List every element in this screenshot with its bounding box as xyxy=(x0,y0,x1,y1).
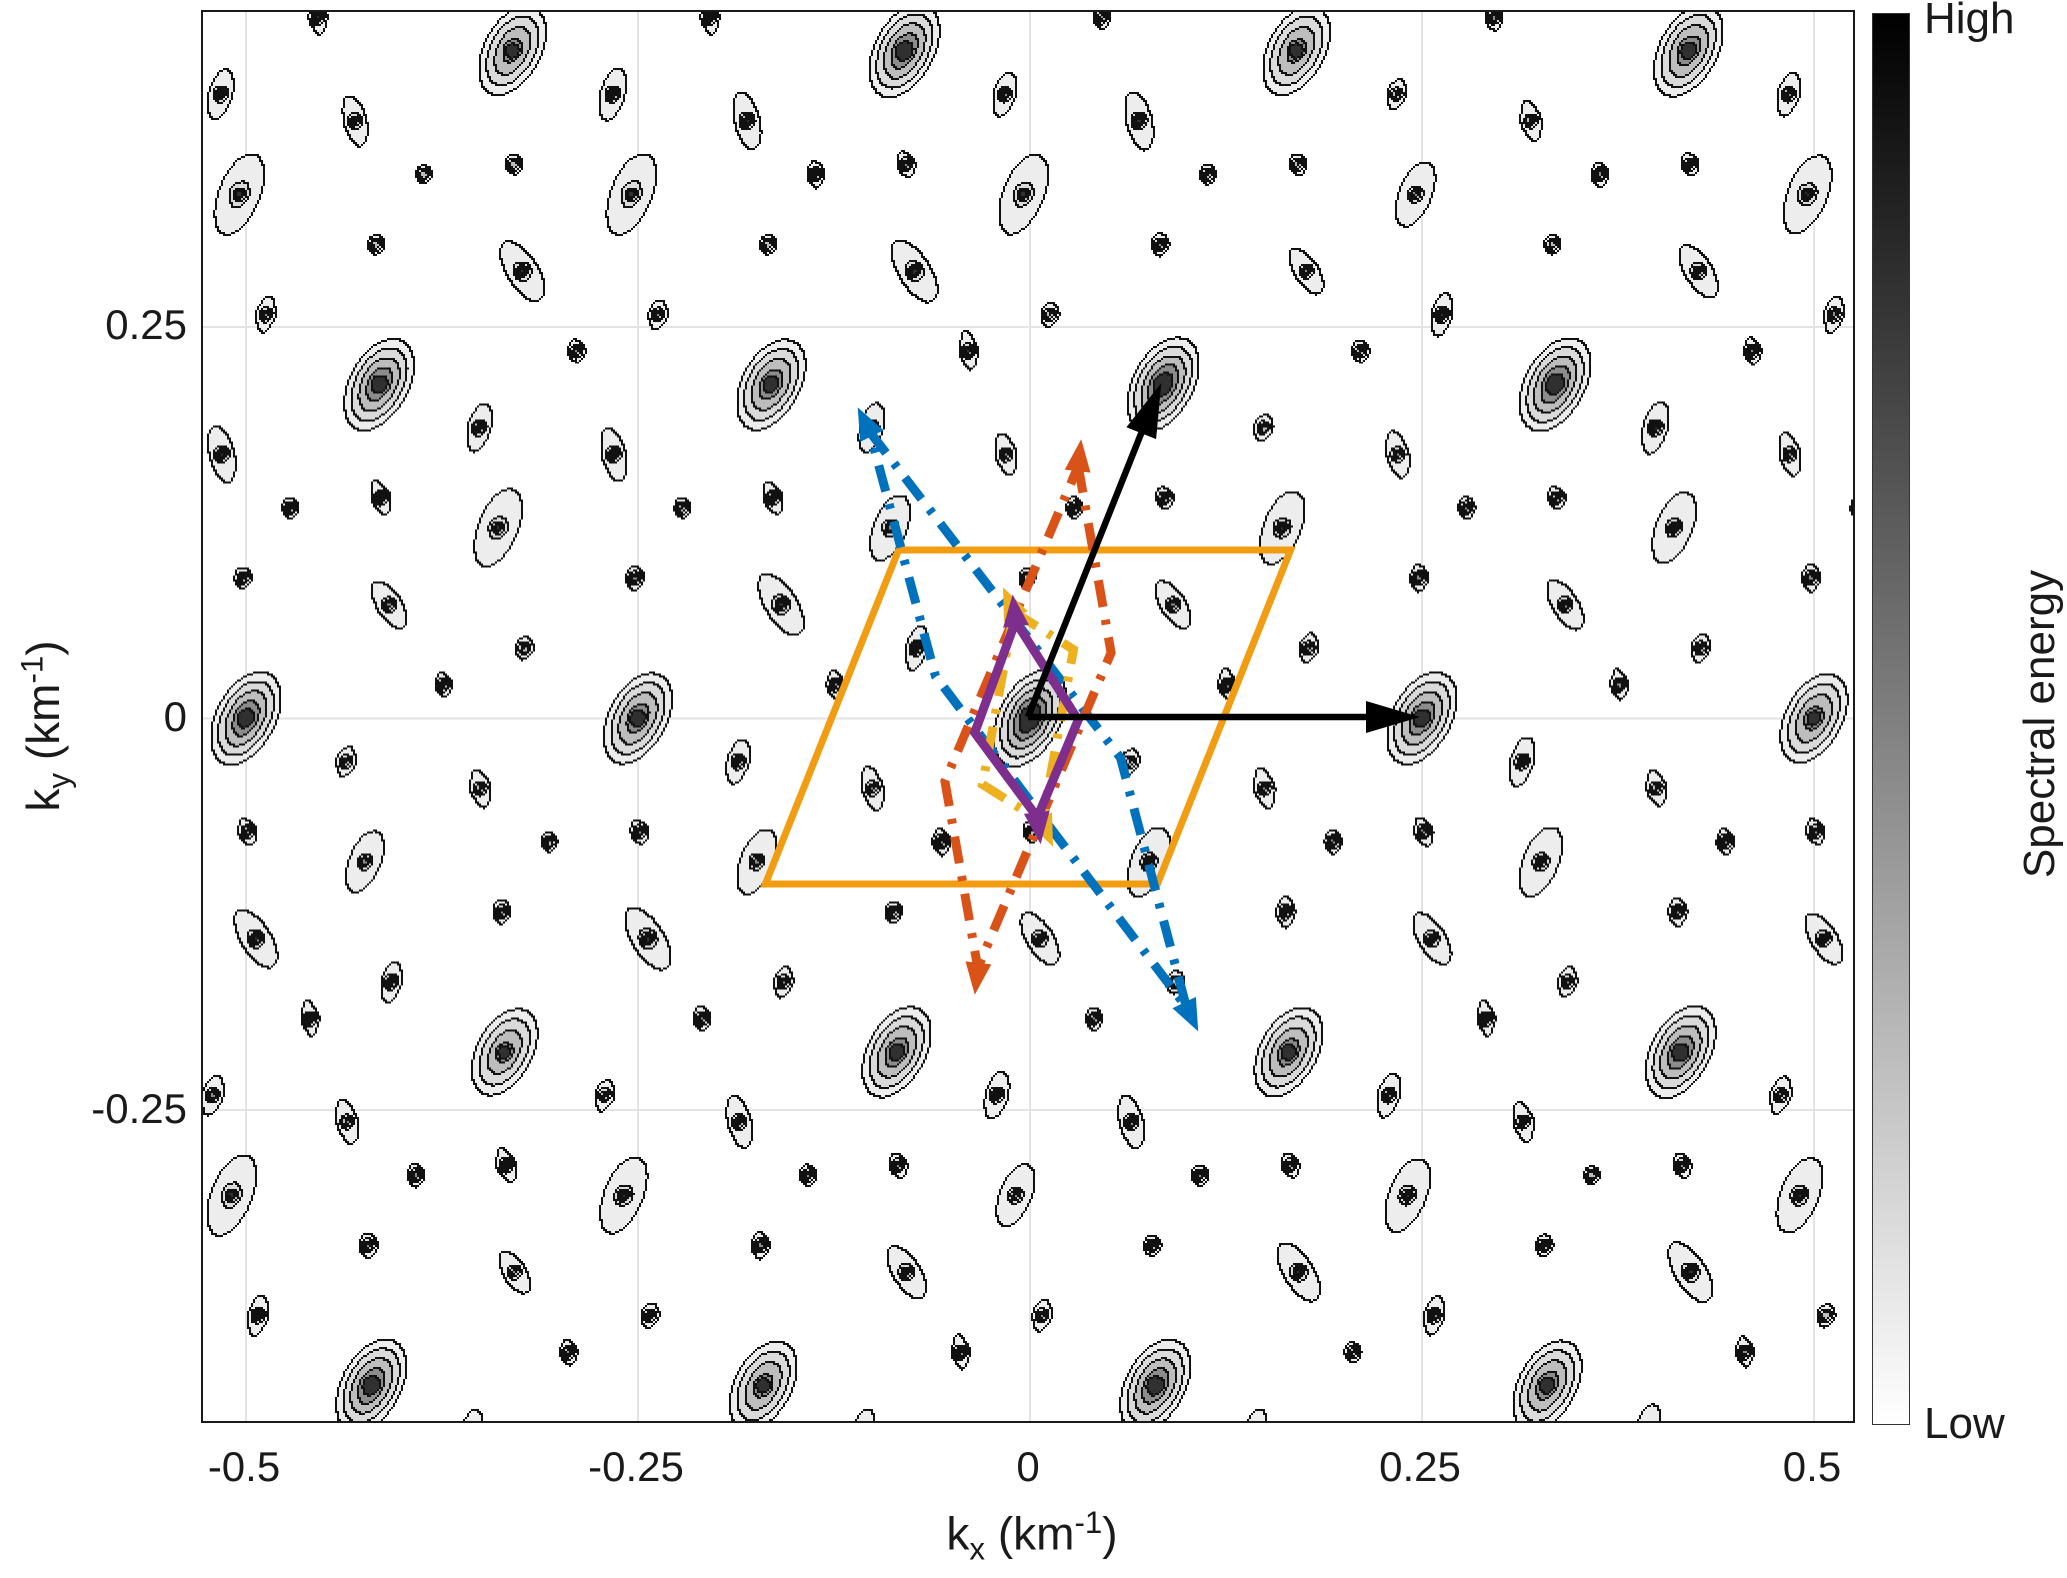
unit-cell-blue-arrowhead xyxy=(1172,996,1199,1032)
y-tick-label: 0 xyxy=(163,693,187,740)
x-tick-label: -0.5 xyxy=(207,1443,281,1490)
x-axis-label: kx (km-1) xyxy=(946,1505,1118,1567)
y-axis-label-unit: (km xyxy=(17,683,70,773)
y-axis-label-exponent: -1 xyxy=(14,655,50,684)
x-tick-label: -0.25 xyxy=(588,1443,684,1490)
basis-arrow-kx-head xyxy=(1366,701,1420,733)
y-axis-label-symbol: k xyxy=(17,788,70,812)
unit-cell-blue-arrowhead xyxy=(857,407,884,442)
colorbar-high-label: High xyxy=(1924,0,2015,43)
unit-cell-purple-arrowhead xyxy=(1003,594,1029,628)
plot-area xyxy=(201,10,1855,1423)
basis-arrow-oblique-head xyxy=(1126,383,1162,440)
x-tick-label: 0.25 xyxy=(1379,1443,1461,1490)
overlay-svg xyxy=(201,10,1855,1423)
axes-frame xyxy=(201,10,1855,1423)
colorbar-gradient xyxy=(1872,13,1910,1425)
y-axis-label-subscript: y xyxy=(41,772,77,789)
unit-cell-red-arrowhead xyxy=(1064,439,1091,473)
basis-arrow-oblique-shaft xyxy=(1024,424,1148,719)
y-axis-label: ky (km-1) xyxy=(15,640,78,811)
y-tick-label: -0.25 xyxy=(91,1085,187,1132)
x-axis-label-exponent: -1 xyxy=(1074,1505,1103,1540)
x-axis-label-subscript: x xyxy=(969,1531,986,1567)
unit-cell-purple-arrowhead xyxy=(1023,810,1050,845)
x-tick-label: 0 xyxy=(1016,1443,1040,1490)
colorbar-title: Spectral energy xyxy=(2015,569,2064,879)
x-axis-label-unit-close: ) xyxy=(1102,1507,1118,1560)
y-axis-label-unit-close: ) xyxy=(17,640,70,656)
x-axis-label-symbol: k xyxy=(946,1507,970,1560)
x-tick-label: 0.5 xyxy=(1782,1443,1842,1490)
colorbar-low-label: Low xyxy=(1924,1399,2005,1448)
y-tick-label: 0.25 xyxy=(105,301,187,348)
x-axis-label-unit: (km xyxy=(985,1507,1075,1560)
unit-cell-red-arrowhead xyxy=(965,961,992,995)
